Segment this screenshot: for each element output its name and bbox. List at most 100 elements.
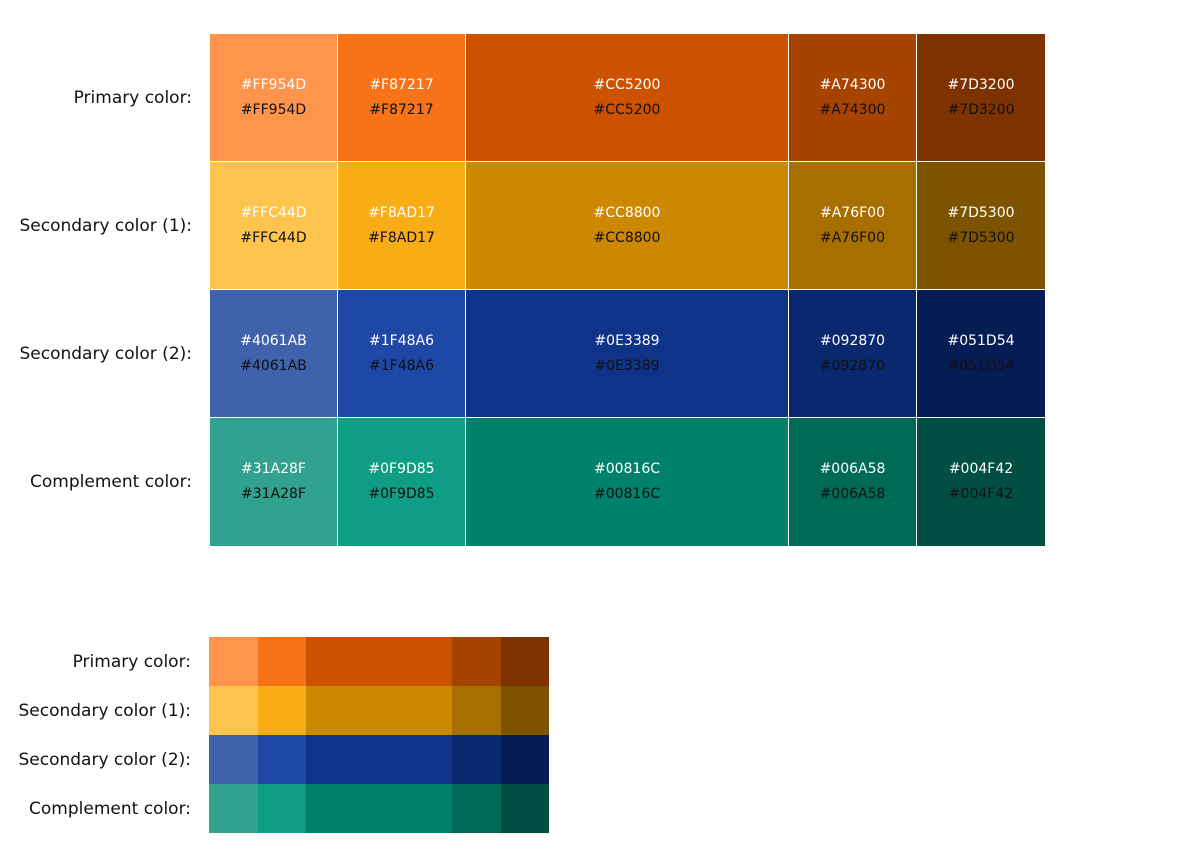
- small-swatches: [209, 784, 549, 833]
- small-color-swatch: [306, 735, 452, 784]
- hex-label-dark: #051D54: [947, 357, 1015, 374]
- large-color-swatch: #F87217 #F87217: [338, 34, 466, 162]
- small-row-label: Secondary color (1):: [18, 700, 191, 721]
- hex-label-light: #FFC44D: [240, 204, 307, 221]
- large-row: Secondary color (2): #4061AB #4061AB #1F48A…: [0, 290, 1045, 418]
- hex-label-light: #00816C: [593, 461, 661, 477]
- small-swatches: [209, 686, 549, 735]
- hex-label-dark: #F87217: [369, 101, 434, 118]
- small-color-swatch: [452, 686, 501, 735]
- hex-label-dark: #31A28F: [241, 486, 306, 502]
- large-color-swatch: #0E3389 #0E3389: [466, 290, 789, 418]
- small-color-swatch: [258, 784, 306, 833]
- hex-label-dark: #0F9D85: [368, 486, 435, 502]
- hex-label-dark: #CC8800: [593, 229, 661, 246]
- palette-small: Primary color: Secondary color (1): Second…: [0, 637, 549, 833]
- small-row-label: Primary color:: [72, 651, 191, 672]
- hex-label-dark: #FF954D: [240, 101, 307, 118]
- small-color-swatch: [452, 735, 501, 784]
- small-color-swatch: [306, 784, 452, 833]
- small-color-swatch: [209, 637, 258, 686]
- hex-label-dark: #7D3200: [947, 101, 1015, 118]
- hex-label-light: #092870: [819, 332, 886, 349]
- small-color-swatch: [209, 735, 258, 784]
- hex-label-dark: #092870: [819, 357, 886, 374]
- large-row: Complement color: #31A28F #31A28F #0F9D85 #0…: [0, 418, 1045, 546]
- large-color-swatch: #7D3200 #7D3200: [917, 34, 1045, 162]
- large-color-swatch: #051D54 #051D54: [917, 290, 1045, 418]
- small-color-swatch: [258, 686, 306, 735]
- large-row-label: Secondary color (2):: [19, 344, 192, 364]
- hex-label-light: #4061AB: [240, 332, 307, 349]
- small-row-label: Complement color:: [29, 798, 191, 819]
- large-swatches: #31A28F #31A28F #0F9D85 #0F9D85 #00816C #0081…: [210, 418, 1045, 546]
- hex-label-light: #F8AD17: [368, 204, 435, 221]
- hex-label-light: #CC5200: [593, 76, 661, 93]
- small-row: Primary color:: [0, 637, 549, 686]
- large-row-label: Primary color:: [73, 88, 192, 108]
- large-color-swatch: #00816C #00816C: [466, 418, 789, 546]
- hex-label-dark: #7D5300: [947, 229, 1015, 246]
- small-row: Secondary color (1):: [0, 686, 549, 735]
- large-color-swatch: #004F42 #004F42: [917, 418, 1045, 546]
- hex-label-dark: #00816C: [593, 486, 661, 502]
- small-color-swatch: [306, 686, 452, 735]
- palette-large: Primary color: #FF954D #FF954D #F87217 #F872…: [0, 34, 1045, 546]
- large-swatches: #FF954D #FF954D #F87217 #F87217 #CC5200 #CC52…: [210, 34, 1045, 162]
- small-color-swatch: [452, 637, 501, 686]
- large-swatches: #4061AB #4061AB #1F48A6 #1F48A6 #0E3389 #0E33…: [210, 290, 1045, 418]
- large-color-swatch: #F8AD17 #F8AD17: [338, 162, 466, 290]
- hex-label-dark: #1F48A6: [369, 357, 434, 374]
- small-color-swatch: [501, 686, 549, 735]
- hex-label-light: #1F48A6: [369, 332, 434, 349]
- large-color-swatch: #A74300 #A74300: [789, 34, 917, 162]
- hex-label-dark: #006A58: [819, 486, 886, 502]
- small-row: Secondary color (2):: [0, 735, 549, 784]
- hex-label-dark: #FFC44D: [240, 229, 307, 246]
- small-color-swatch: [501, 784, 549, 833]
- hex-label-light: #051D54: [947, 332, 1015, 349]
- large-color-swatch: #006A58 #006A58: [789, 418, 917, 546]
- small-row-label: Secondary color (2):: [18, 749, 191, 770]
- hex-label-dark: #0E3389: [594, 357, 660, 374]
- small-color-swatch: [501, 735, 549, 784]
- large-row-label: Secondary color (1):: [19, 216, 192, 236]
- large-color-swatch: #0F9D85 #0F9D85: [338, 418, 466, 546]
- small-color-swatch: [452, 784, 501, 833]
- hex-label-dark: #4061AB: [240, 357, 307, 374]
- small-color-swatch: [258, 735, 306, 784]
- hex-label-dark: #F8AD17: [368, 229, 435, 246]
- small-color-swatch: [209, 784, 258, 833]
- large-color-swatch: #FF954D #FF954D: [210, 34, 338, 162]
- hex-label-light: #7D3200: [947, 76, 1015, 93]
- small-color-swatch: [209, 686, 258, 735]
- small-swatches: [209, 637, 549, 686]
- large-row: Secondary color (1): #FFC44D #FFC44D #F8AD1…: [0, 162, 1045, 290]
- large-color-swatch: #CC8800 #CC8800: [466, 162, 789, 290]
- hex-label-light: #004F42: [948, 461, 1014, 477]
- hex-label-light: #31A28F: [241, 461, 306, 477]
- large-row: Primary color: #FF954D #FF954D #F87217 #F872…: [0, 34, 1045, 162]
- hex-label-light: #006A58: [819, 461, 886, 477]
- small-color-swatch: [258, 637, 306, 686]
- hex-label-dark: #A74300: [819, 101, 886, 118]
- hex-label-dark: #CC5200: [593, 101, 661, 118]
- hex-label-dark: #A76F00: [820, 229, 885, 246]
- large-color-swatch: #4061AB #4061AB: [210, 290, 338, 418]
- small-color-swatch: [501, 637, 549, 686]
- large-swatches: #FFC44D #FFC44D #F8AD17 #F8AD17 #CC8800 #CC88…: [210, 162, 1045, 290]
- hex-label-light: #CC8800: [593, 204, 661, 221]
- large-color-swatch: #CC5200 #CC5200: [466, 34, 789, 162]
- large-color-swatch: #A76F00 #A76F00: [789, 162, 917, 290]
- hex-label-light: #7D5300: [947, 204, 1015, 221]
- hex-label-light: #FF954D: [240, 76, 307, 93]
- large-row-label: Complement color:: [30, 472, 192, 492]
- hex-label-light: #F87217: [369, 76, 434, 93]
- large-color-swatch: #7D5300 #7D5300: [917, 162, 1045, 290]
- hex-label-light: #0E3389: [594, 332, 660, 349]
- large-color-swatch: #FFC44D #FFC44D: [210, 162, 338, 290]
- large-color-swatch: #31A28F #31A28F: [210, 418, 338, 546]
- hex-label-light: #0F9D85: [368, 461, 435, 477]
- large-color-swatch: #1F48A6 #1F48A6: [338, 290, 466, 418]
- hex-label-dark: #004F42: [948, 486, 1014, 502]
